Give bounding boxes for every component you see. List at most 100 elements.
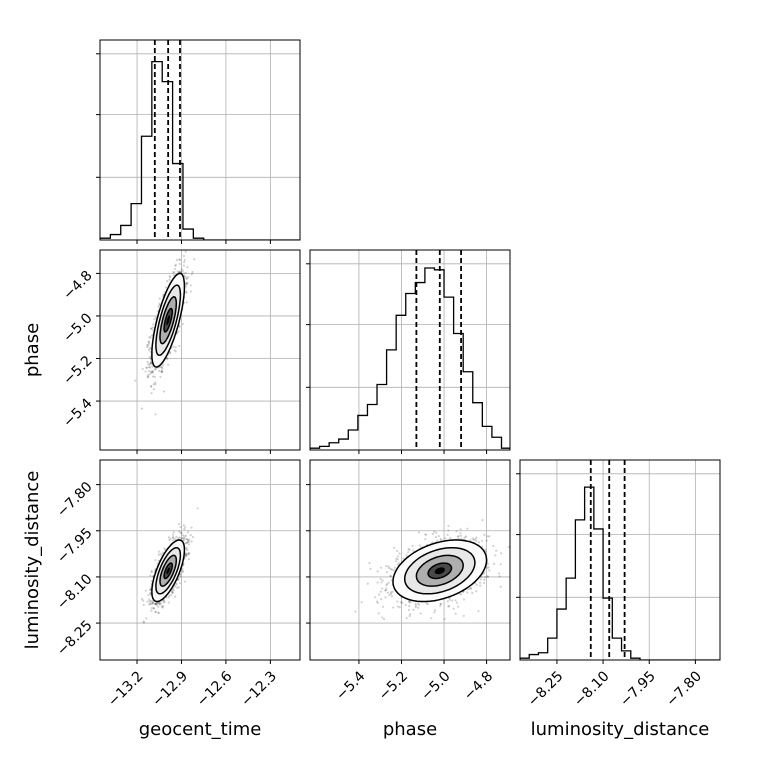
scatter-point xyxy=(173,349,176,352)
scatter-point xyxy=(462,598,466,601)
scatter-point xyxy=(189,284,192,287)
scatter-point xyxy=(152,323,155,326)
scatter-point xyxy=(148,600,151,603)
scatter-point xyxy=(376,570,379,573)
scatter-point xyxy=(368,561,371,565)
scatter-point xyxy=(182,254,186,258)
scatter-point xyxy=(179,575,182,578)
scatter-point xyxy=(419,612,422,615)
panel-geocent_time-vs-geocent_time xyxy=(96,39,301,244)
scatter-point xyxy=(174,595,177,598)
scatter-point xyxy=(451,599,454,602)
scatter-point xyxy=(172,271,175,274)
scatter-point xyxy=(183,261,186,264)
scatter-point xyxy=(187,558,190,561)
scatter-point xyxy=(452,607,455,610)
scatter-point xyxy=(149,350,152,353)
scatter-point xyxy=(141,367,144,371)
scatter-point xyxy=(481,519,484,522)
scatter-point xyxy=(381,605,385,608)
scatter-point xyxy=(154,381,157,384)
y-tick-label: −7.95 xyxy=(54,525,96,567)
scatter-point xyxy=(185,276,188,280)
scatter-point xyxy=(149,362,153,365)
scatter-point xyxy=(515,547,517,549)
scatter-point xyxy=(404,603,407,607)
scatter-point xyxy=(392,569,396,572)
scatter-point xyxy=(147,348,150,352)
scatter-point xyxy=(179,270,182,273)
histogram-step xyxy=(100,60,300,240)
scatter-point xyxy=(398,552,401,555)
scatter-point xyxy=(377,612,380,615)
scatter-point xyxy=(360,601,363,604)
scatter-point xyxy=(439,602,442,606)
scatter-point xyxy=(182,524,185,527)
scatter-point xyxy=(183,272,186,275)
scatter-point xyxy=(483,533,486,536)
scatter-point xyxy=(196,507,199,510)
scatter-point xyxy=(148,346,152,350)
scatter-point xyxy=(177,330,180,333)
y-tick-label: −5.4 xyxy=(60,395,95,430)
scatter-point xyxy=(173,267,177,271)
scatter-point xyxy=(396,600,399,603)
scatter-point xyxy=(469,586,472,590)
scatter-point xyxy=(377,593,381,596)
scatter-point xyxy=(477,541,481,544)
scatter-point xyxy=(142,603,145,606)
scatter-point xyxy=(456,535,459,538)
scatter-point xyxy=(424,537,427,541)
scatter-point xyxy=(146,346,149,349)
scatter-point xyxy=(416,602,420,605)
scatter-point xyxy=(498,575,501,578)
scatter-point xyxy=(459,532,462,535)
scatter-point xyxy=(466,527,469,530)
scatter-point xyxy=(174,346,177,349)
scatter-point xyxy=(443,617,446,621)
scatter-point xyxy=(150,571,153,574)
scatter-point xyxy=(154,559,157,562)
scatter-point xyxy=(475,583,478,586)
scatter-point xyxy=(382,618,386,621)
scatter-point xyxy=(158,303,161,307)
scatter-point xyxy=(146,375,149,378)
scatter-point xyxy=(395,549,399,552)
scatter-point xyxy=(181,322,184,326)
x-axis-label: phase xyxy=(383,719,437,740)
scatter-point xyxy=(175,258,179,262)
scatter-point xyxy=(167,601,170,604)
scatter-point xyxy=(479,581,482,584)
x-tick-label: −5.0 xyxy=(418,668,453,703)
scatter-point xyxy=(392,546,396,550)
scatter-point xyxy=(149,361,153,364)
scatter-point xyxy=(151,365,154,368)
scatter-point xyxy=(152,383,155,386)
scatter-point xyxy=(178,259,182,262)
y-tick-label: −5.2 xyxy=(60,353,95,388)
scatter-point xyxy=(185,541,188,544)
scatter-point xyxy=(417,606,420,609)
scatter-point xyxy=(409,613,412,616)
scatter-point xyxy=(462,614,465,618)
scatter-point xyxy=(430,617,433,620)
scatter-point xyxy=(146,343,149,347)
y-axis-label: luminosity_distance xyxy=(22,471,43,650)
scatter-point xyxy=(146,600,149,603)
histogram-step xyxy=(310,267,510,450)
scatter-point xyxy=(426,602,429,606)
scatter-point xyxy=(433,611,436,614)
scatter-point xyxy=(414,604,418,607)
scatter-point xyxy=(149,574,152,577)
scatter-point xyxy=(455,530,458,533)
panel-luminosity_distance-vs-luminosity_distance: −8.25 −8.10 −7.95 −7.80 luminosity_distance xyxy=(516,459,721,740)
scatter-point xyxy=(189,290,193,293)
scatter-point xyxy=(391,590,394,593)
scatter-point xyxy=(178,582,182,585)
scatter-point xyxy=(449,536,452,539)
scatter-point xyxy=(433,609,437,612)
scatter-point xyxy=(180,268,183,271)
scatter-point xyxy=(387,565,390,568)
scatter-point xyxy=(486,535,489,538)
scatter-point xyxy=(396,555,400,558)
